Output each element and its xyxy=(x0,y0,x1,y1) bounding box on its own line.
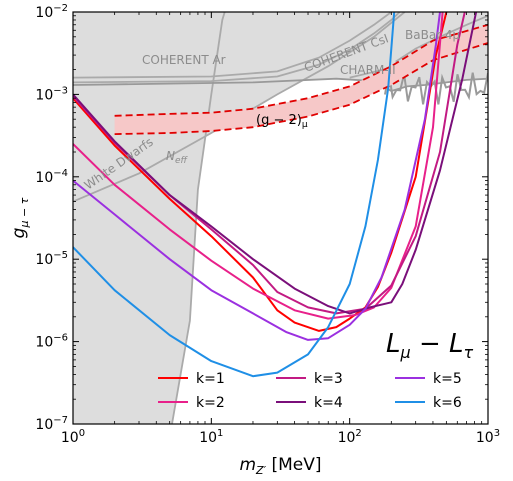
legend-label-k-2: k=2 xyxy=(196,395,225,411)
g2-band-fill xyxy=(114,24,488,135)
constraint-line-coherent-ar xyxy=(73,12,392,79)
x-tick-label: 102 xyxy=(338,428,362,446)
white-dwarfs-boundary xyxy=(73,12,406,203)
y-tick-label: 10−3 xyxy=(35,85,68,103)
x-tick-label: 100 xyxy=(61,428,85,446)
series-line-k-2 xyxy=(73,12,444,320)
y-tick-label: 10−4 xyxy=(35,168,68,186)
x-axis-label: mZ′ [MeV] xyxy=(239,455,321,477)
annotation-lmu-ltau: Lμ − Lτ xyxy=(386,329,474,362)
plot-frame xyxy=(72,11,489,425)
legend-label-k-3: k=3 xyxy=(314,371,343,387)
y-tick-label: 10−7 xyxy=(35,415,68,433)
y-tick-label: 10−5 xyxy=(35,250,68,268)
model-annotation: Lμ − Lτ xyxy=(386,329,474,362)
label-neff: Neff xyxy=(166,149,189,166)
g2-band xyxy=(114,23,488,135)
label-coherent-ar: COHERENT Ar xyxy=(142,53,226,67)
axes-frame: 100 101 102 103 10−7 10−6 10−5 10−4 10−3 10−2 mZ′ … xyxy=(9,3,500,477)
legend-label-k-6: k=6 xyxy=(433,395,462,411)
legend-label-k-5: k=5 xyxy=(433,371,462,387)
label-g2: (g − 2)μ xyxy=(256,113,308,130)
series-line-k-5 xyxy=(73,12,441,341)
legend: k=1 k=2 k=3 k=4 k=5 k=6 xyxy=(158,371,462,411)
g2-band-lower xyxy=(114,42,488,135)
legend-label-k-4: k=4 xyxy=(314,395,343,411)
y-axis-label: gμ − τ xyxy=(9,197,31,238)
series-lines xyxy=(73,12,478,378)
series-line-k-6 xyxy=(73,12,396,378)
legend-label-k-1: k=1 xyxy=(196,371,225,387)
constraint-line-coherent-csi xyxy=(73,12,401,84)
x-tick-label: 101 xyxy=(199,428,223,446)
g2-band-upper xyxy=(114,23,488,117)
label-babar: BaBar 4μ xyxy=(405,28,461,42)
x-tick-label: 103 xyxy=(476,428,500,446)
y-tick-label: 10−2 xyxy=(35,3,68,21)
y-tick-label: 10−6 xyxy=(35,333,68,351)
neff-boundary xyxy=(171,12,226,424)
series-line-k-4 xyxy=(73,12,478,315)
label-charm-ii: CHARM-II xyxy=(340,63,396,77)
